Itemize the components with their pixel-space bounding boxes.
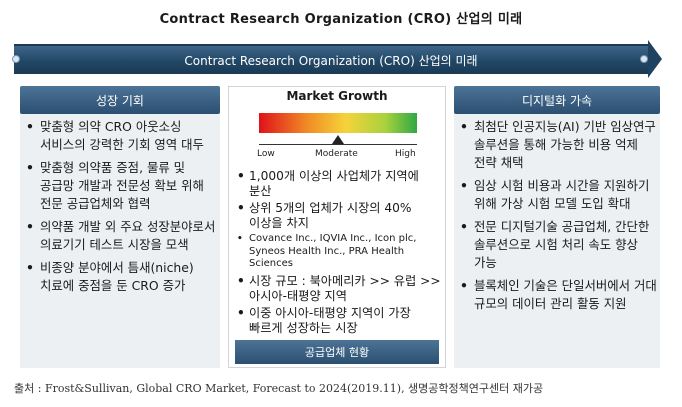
- growth-opportunity-panel: 맞춤형 의약 CRO 아웃소싱 서비스의 강력한 기회 영역 대두 맞춤형 의약…: [20, 114, 220, 368]
- gauge-marker-icon: [332, 135, 344, 144]
- list-item: 비종양 분야에서 틈새(niche) 치료에 중점을 둔 CRO 증가: [26, 259, 218, 295]
- banner-dot-left-icon: [12, 55, 20, 63]
- digitalization-heading: 디지털화 가속: [454, 86, 660, 114]
- banner-arrow-icon: [648, 40, 662, 78]
- growth-opportunity-heading: 성장 기회: [20, 86, 220, 114]
- list-item: 최첨단 인공지능(AI) 기반 임상연구 솔루션을 통해 가능한 비용 억제 전…: [460, 118, 658, 172]
- digitalization-list: 최첨단 인공지능(AI) 기반 임상연구 솔루션을 통해 가능한 비용 억제 전…: [460, 118, 658, 318]
- list-item: 상위 5개의 업체가 시장의 40% 이상을 차지: [237, 201, 443, 231]
- market-growth-panel: Market Growth Low Moderate High 1,000개 이…: [228, 86, 446, 368]
- list-item: 시장 규모 : 북아메리카 >> 유럽 >> 아시아-태평양 지역: [237, 274, 443, 304]
- list-item: 블록체인 기술은 단일서버에서 거대 규모의 데이터 관리 활동 지원: [460, 277, 658, 313]
- supplier-status-label: 공급업체 현황: [235, 340, 439, 364]
- list-item: 1,000개 이상의 사업체가 지역에 분산: [237, 169, 443, 199]
- list-item: 맞춤형 의약 CRO 아웃소싱 서비스의 강력한 기회 영역 대두: [26, 118, 218, 154]
- banner-text: Contract Research Organization (CRO) 산업의…: [14, 44, 648, 74]
- company-list-item: Covance Inc., IQVIA Inc., Icon plc, Syne…: [237, 233, 443, 271]
- market-growth-title: Market Growth: [286, 89, 388, 103]
- list-item: 의약품 개발 외 주요 성장분야로서 의료기기 테스트 시장을 모색: [26, 218, 218, 254]
- growth-gauge-bar: [259, 113, 417, 133]
- page-title: Contract Research Organization (CRO) 산업의…: [159, 12, 523, 27]
- banner-dot-right-icon: [640, 55, 648, 63]
- gauge-divider: [259, 144, 417, 145]
- list-item: 임상 시험 비용과 시간을 지원하기 위해 가상 시험 모델 도입 확대: [460, 177, 658, 213]
- list-item: 전문 디지털기술 공급업체, 간단한 솔루션으로 시험 처리 속도 향상 가능: [460, 218, 658, 272]
- supplier-list: 1,000개 이상의 사업체가 지역에 분산 상위 5개의 업체가 시장의 40…: [237, 169, 443, 338]
- list-item: 이중 아시아-태평양 지역이 가장 빠르게 성장하는 시장: [237, 306, 443, 336]
- source-note: 출처 : Frost&Sullivan, Global CRO Market, …: [14, 382, 544, 395]
- list-item: 맞춤형 의약품 증점, 물류 및 공급망 개발과 전문성 확보 위해 전문 공급…: [26, 159, 218, 213]
- gauge-label-high: High: [395, 149, 416, 159]
- growth-opportunity-list: 맞춤형 의약 CRO 아웃소싱 서비스의 강력한 기회 영역 대두 맞춤형 의약…: [26, 118, 218, 300]
- gauge-label-moderate: Moderate: [315, 149, 358, 159]
- gauge-label-low: Low: [257, 149, 275, 159]
- digitalization-panel: 최첨단 인공지능(AI) 기반 임상연구 솔루션을 통해 가능한 비용 억제 전…: [454, 114, 660, 368]
- title-banner: Contract Research Organization (CRO) 산업의…: [12, 40, 664, 80]
